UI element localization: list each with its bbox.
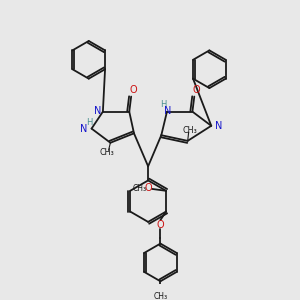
Text: N: N (215, 121, 223, 131)
Text: O: O (192, 85, 200, 95)
Text: O: O (157, 220, 164, 230)
Text: O: O (129, 85, 137, 95)
Text: N: N (80, 124, 88, 134)
Text: CH₃: CH₃ (182, 126, 197, 135)
Text: H: H (160, 100, 166, 109)
Text: H: H (86, 118, 93, 127)
Text: O: O (144, 183, 152, 193)
Text: CH₃: CH₃ (99, 148, 114, 157)
Text: N: N (164, 106, 172, 116)
Text: N: N (94, 106, 101, 116)
Text: CH₃: CH₃ (153, 292, 167, 300)
Text: CH₃: CH₃ (133, 184, 147, 194)
